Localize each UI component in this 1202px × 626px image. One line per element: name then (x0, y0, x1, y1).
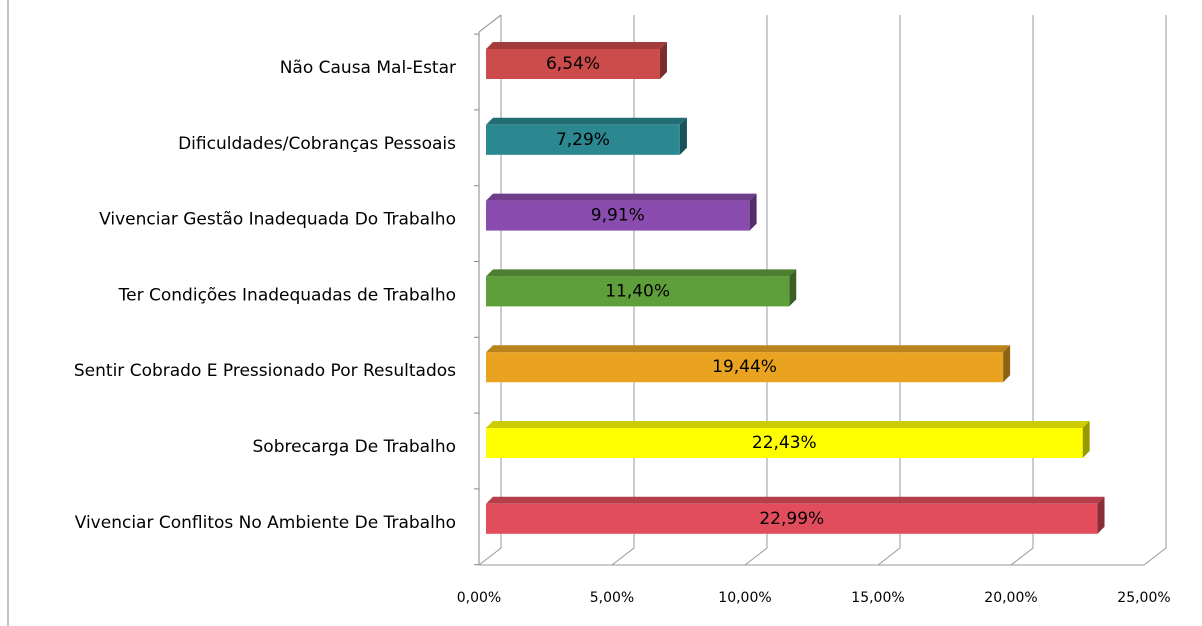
x-tick-label: 5,00% (590, 590, 634, 606)
category-label: Sobrecarga De Trabalho (253, 437, 456, 457)
bar-top (486, 117, 687, 125)
category-label: Ter Condições Inadequadas de Trabalho (118, 285, 456, 305)
bar (486, 428, 1083, 458)
bar-top (486, 421, 1090, 428)
value-label: 22,99% (759, 509, 824, 529)
value-label: 6,54% (546, 54, 600, 74)
bar (486, 124, 680, 155)
bar-side (1097, 496, 1105, 534)
bar (486, 503, 1098, 534)
bar (486, 276, 790, 307)
x-tick-label: 0,00% (457, 590, 501, 606)
bar-top (486, 42, 667, 49)
grid-line (478, 15, 502, 566)
bar (486, 200, 750, 231)
grid-line (611, 15, 635, 566)
bar-side (1082, 421, 1090, 458)
x-tick-label: 20,00% (984, 590, 1037, 606)
grid-line (1143, 15, 1167, 566)
bar-top (486, 345, 1011, 353)
category-label: Sentir Cobrado E Pressionado Por Resulta… (74, 361, 456, 381)
grid-line (744, 15, 768, 566)
x-tick-label: 15,00% (851, 590, 904, 606)
grid-line (1010, 15, 1034, 566)
bar (486, 49, 660, 79)
value-label: 11,40% (605, 281, 670, 301)
value-label: 22,43% (752, 433, 817, 453)
bar-side (679, 117, 687, 155)
bar (486, 352, 1004, 383)
value-label: 7,29% (556, 130, 610, 150)
category-label: Não Causa Mal-Estar (280, 58, 456, 78)
value-label: 19,44% (712, 357, 777, 377)
axis-line (478, 14, 502, 33)
bar-side (749, 193, 757, 231)
category-label: Vivenciar Gestão Inadequada Do Trabalho (99, 210, 456, 230)
x-tick-label: 10,00% (718, 590, 771, 606)
bar-side (789, 269, 797, 307)
value-label: 9,91% (591, 206, 645, 226)
category-label: Dificuldades/Cobranças Pessoais (178, 134, 456, 154)
bar-top (486, 496, 1105, 504)
bar-side (659, 42, 667, 79)
bar-top (486, 269, 797, 277)
category-label: Vivenciar Conflitos No Ambiente De Traba… (75, 513, 456, 533)
bar-side (1003, 345, 1011, 383)
bar-top (486, 193, 757, 201)
grid-line (877, 15, 901, 566)
x-tick-label: 25,00% (1117, 590, 1170, 606)
